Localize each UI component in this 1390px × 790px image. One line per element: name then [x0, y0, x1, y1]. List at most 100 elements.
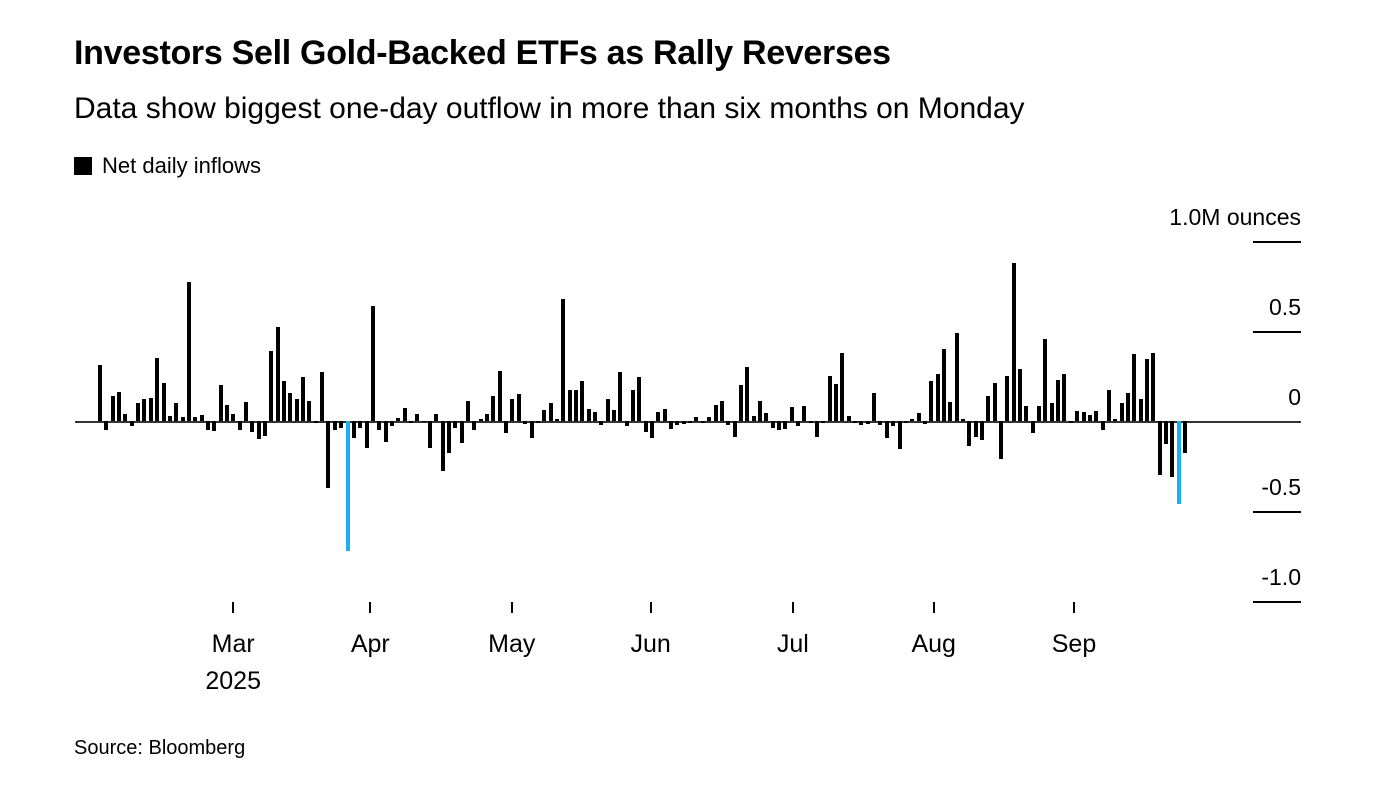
- bar: [732, 421, 737, 438]
- bar: [389, 421, 394, 427]
- bar: [1018, 368, 1022, 421]
- bar: [783, 421, 788, 430]
- bar: [859, 421, 864, 425]
- bar: [738, 385, 743, 421]
- bar: [1081, 412, 1086, 421]
- bar: [967, 421, 972, 447]
- bar: [770, 421, 775, 429]
- bar: [853, 421, 858, 423]
- bar: [313, 421, 318, 423]
- bar: [529, 421, 534, 439]
- bar: [865, 421, 870, 424]
- x-tick: [649, 602, 652, 613]
- bar: [212, 421, 217, 431]
- bar: [440, 421, 445, 472]
- y-tick: [1253, 511, 1301, 513]
- bar: [1113, 419, 1118, 421]
- bar: [846, 415, 851, 421]
- bar: [447, 421, 451, 454]
- bar: [1144, 358, 1149, 421]
- bar: [872, 393, 877, 421]
- bar: [999, 421, 1003, 459]
- bar: [453, 421, 458, 429]
- bar: [973, 421, 978, 438]
- bar: [307, 401, 312, 421]
- y-tick-label: -0.5: [1261, 474, 1301, 500]
- highlight-bar: [345, 421, 350, 551]
- bar: [650, 421, 654, 439]
- bar: [224, 404, 229, 421]
- bar: [155, 358, 160, 421]
- bar: [776, 421, 781, 430]
- bar: [504, 421, 509, 433]
- bar: [631, 390, 635, 421]
- bar: [167, 415, 172, 421]
- bar: [339, 421, 344, 429]
- bar: [986, 395, 991, 421]
- bar: [510, 398, 515, 421]
- bar: [516, 394, 521, 421]
- bar: [624, 421, 629, 427]
- bar: [1043, 339, 1048, 421]
- bar: [884, 421, 889, 439]
- bar: [1049, 403, 1054, 421]
- bar: [599, 421, 604, 425]
- bar: [726, 421, 731, 425]
- bar: [174, 403, 179, 421]
- bar: [1100, 421, 1105, 430]
- bar: [1106, 390, 1111, 421]
- bar: [1068, 421, 1073, 423]
- bar: [199, 414, 204, 421]
- bar: [586, 409, 591, 421]
- bar: [1094, 411, 1099, 421]
- bar: [802, 405, 807, 421]
- bar: [434, 413, 439, 421]
- bar: [827, 376, 832, 421]
- bar: [358, 421, 363, 429]
- bar: [1138, 399, 1143, 421]
- bar: [757, 401, 762, 421]
- bar: [675, 421, 680, 425]
- legend-swatch-icon: [74, 157, 92, 175]
- bar: [294, 399, 299, 421]
- x-tick-label: Mar: [211, 630, 255, 658]
- bar: [459, 421, 464, 443]
- x-tick: [232, 602, 235, 613]
- bar: [415, 413, 420, 421]
- bar: [1056, 379, 1061, 421]
- x-tick: [1073, 602, 1075, 613]
- bar: [402, 407, 407, 421]
- x-tick-label: Jun: [630, 630, 671, 658]
- bar: [891, 421, 896, 426]
- bar: [485, 413, 489, 421]
- y-tick-label: 0.5: [1269, 294, 1301, 320]
- bar: [916, 412, 921, 421]
- bar: [396, 418, 401, 421]
- bar: [148, 397, 153, 421]
- bar: [662, 409, 667, 421]
- bar: [104, 421, 109, 430]
- bar: [745, 367, 750, 421]
- bar: [580, 381, 585, 421]
- bar: [1151, 352, 1156, 421]
- bar: [637, 376, 642, 421]
- x-tick: [369, 602, 372, 613]
- bar: [878, 421, 883, 425]
- bar: [1062, 374, 1067, 421]
- bar: [1030, 421, 1035, 433]
- bar: [497, 370, 502, 421]
- bar: [1157, 421, 1162, 475]
- chart-title: Investors Sell Gold-Backed ETFs as Rally…: [74, 34, 891, 72]
- bar: [707, 417, 712, 421]
- highlight-bar: [1176, 421, 1181, 504]
- bar: [491, 395, 496, 421]
- y-tick: [1253, 331, 1301, 333]
- bar: [218, 385, 223, 421]
- bar: [719, 401, 724, 421]
- bar: [421, 421, 426, 422]
- bar: [688, 421, 693, 423]
- bar: [903, 421, 908, 423]
- bar: [992, 383, 997, 421]
- bar: [472, 421, 477, 430]
- bar: [980, 421, 984, 440]
